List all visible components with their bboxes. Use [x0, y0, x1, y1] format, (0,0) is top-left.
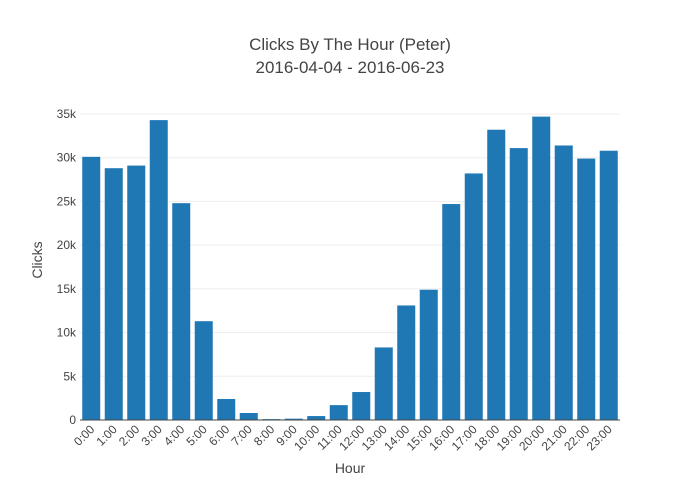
y-axis-ticks: 0 5k 10k 15k 20k 25k 30k 35k — [57, 107, 77, 427]
bar-1700[interactable] — [464, 173, 483, 420]
bar-300[interactable] — [149, 120, 168, 421]
bar-600[interactable] — [217, 399, 236, 420]
bar-1200[interactable] — [352, 392, 371, 420]
bar-700[interactable] — [239, 413, 258, 420]
bar-100[interactable] — [104, 168, 123, 420]
x-tick-label: 6:00 — [206, 422, 233, 449]
bar-1100[interactable] — [329, 405, 348, 420]
y-tick-label: 30k — [57, 151, 77, 165]
bar-1300[interactable] — [374, 347, 393, 420]
x-tick-label: 2:00 — [116, 422, 143, 449]
bar-2300[interactable] — [599, 150, 618, 420]
x-tick-label: 10:00 — [291, 422, 322, 453]
x-axis-title: Hour — [335, 460, 366, 476]
y-tick-label: 5k — [63, 369, 77, 383]
bar-2100[interactable] — [554, 145, 573, 420]
bar-000[interactable] — [82, 156, 101, 420]
y-tick-label: 20k — [57, 238, 77, 252]
bar-900[interactable] — [284, 418, 303, 420]
x-axis-ticks: 0:001:002:003:004:005:006:007:008:009:00… — [71, 422, 615, 453]
bar-1500[interactable] — [419, 289, 438, 420]
bar-1600[interactable] — [442, 204, 461, 420]
x-tick-label: 4:00 — [161, 422, 188, 449]
bar-500[interactable] — [194, 321, 213, 420]
chart-subtitle: 2016-04-04 - 2016-06-23 — [255, 58, 444, 77]
bar-1900[interactable] — [509, 148, 528, 420]
x-tick-label: 3:00 — [138, 422, 165, 449]
gridlines — [80, 113, 620, 377]
y-axis-title: Clicks — [29, 241, 45, 278]
bar-1000[interactable] — [307, 416, 326, 420]
bar-200[interactable] — [127, 165, 146, 420]
y-tick-label: 35k — [57, 107, 77, 121]
x-tick-label: 1:00 — [93, 422, 120, 449]
y-tick-label: 25k — [57, 194, 77, 208]
x-tick-label: 8:00 — [251, 422, 278, 449]
bars — [82, 116, 618, 421]
x-tick-label: 7:00 — [228, 422, 255, 449]
bar-1800[interactable] — [487, 129, 506, 421]
bar-2200[interactable] — [577, 158, 596, 421]
y-tick-label: 15k — [57, 282, 77, 296]
x-tick-label: 23:00 — [584, 422, 615, 453]
y-tick-label: 0 — [69, 413, 76, 427]
chart-title: Clicks By The Hour (Peter) — [249, 35, 451, 54]
bar-2000[interactable] — [532, 116, 551, 420]
y-tick-label: 10k — [57, 326, 77, 340]
bar-400[interactable] — [172, 203, 191, 420]
bar-1400[interactable] — [397, 305, 416, 420]
x-tick-label: 5:00 — [183, 422, 210, 449]
